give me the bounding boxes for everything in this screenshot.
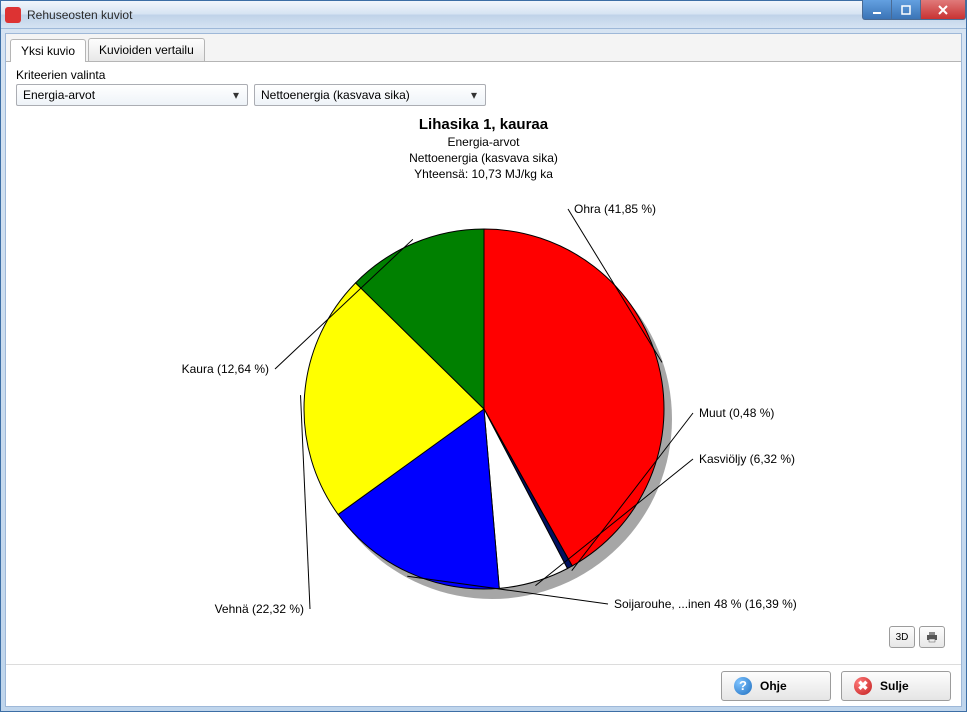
pie-label-kasvioljy: Kasviöljy (6,32 %)	[699, 452, 795, 466]
chart-sub1: Energia-arvot	[16, 135, 951, 149]
chart-area: Lihasika 1, kauraa Energia-arvot Nettoen…	[16, 110, 951, 654]
close-button[interactable]: ✖ Sulje	[841, 671, 951, 701]
cancel-icon: ✖	[854, 677, 872, 695]
maximize-button[interactable]	[891, 0, 921, 20]
page-single: Kriteerien valinta Energia-arvot ▾ Netto…	[6, 62, 961, 664]
tab-single[interactable]: Yksi kuvio	[10, 39, 86, 62]
chart-title: Lihasika 1, kauraa	[16, 116, 951, 133]
pie-label-vehna: Vehnä (22,32 %)	[214, 602, 303, 616]
combo-value: Energia-arvot	[23, 88, 95, 102]
chart-sub2: Nettoenergia (kasvava sika)	[16, 151, 951, 165]
titlebar: Rehuseosten kuviot	[1, 1, 966, 29]
close-icon	[937, 5, 949, 15]
button-label: Ohje	[760, 679, 787, 693]
pie-label-muut: Muut (0,48 %)	[699, 406, 774, 420]
app-icon	[5, 7, 21, 23]
tab-label: Yksi kuvio	[21, 44, 75, 58]
client-area: Yksi kuvio Kuvioiden vertailu Kriteerien…	[5, 33, 962, 707]
minimize-button[interactable]	[862, 0, 892, 20]
tab-label: Kuvioiden vertailu	[99, 43, 194, 57]
window-close-button[interactable]	[920, 0, 966, 20]
chevron-down-icon: ▾	[467, 88, 481, 102]
combo-value: Nettoenergia (kasvava sika)	[261, 88, 410, 102]
print-button[interactable]	[919, 626, 945, 648]
window-title: Rehuseosten kuviot	[27, 8, 132, 22]
pie-label-soija: Soijarouhe, ...inen 48 % (16,39 %)	[614, 597, 797, 611]
window: Rehuseosten kuviot Yksi kuvio Kuvioiden …	[0, 0, 967, 712]
pie-label-kaura: Kaura (12,64 %)	[181, 362, 268, 376]
help-icon: ?	[734, 677, 752, 695]
criteria-select-2[interactable]: Nettoenergia (kasvava sika) ▾	[254, 84, 486, 106]
minimize-icon	[872, 5, 882, 15]
pie-chart: Ohra (41,85 %) Muut (0,48 %) Kasviöljy (6,…	[74, 169, 894, 649]
tab-compare[interactable]: Kuvioiden vertailu	[88, 38, 205, 61]
printer-icon	[925, 631, 939, 643]
bottom-bar: ? Ohje ✖ Sulje	[6, 664, 961, 706]
chart-icon-buttons: 3D	[889, 626, 945, 648]
button-label: Sulje	[880, 679, 909, 693]
criteria-label: Kriteerien valinta	[16, 68, 951, 82]
tabbar: Yksi kuvio Kuvioiden vertailu	[6, 34, 961, 62]
window-buttons	[863, 0, 966, 20]
pie-label-ohra: Ohra (41,85 %)	[574, 202, 656, 216]
chevron-down-icon: ▾	[229, 88, 243, 102]
help-button[interactable]: ? Ohje	[721, 671, 831, 701]
3d-label: 3D	[896, 632, 909, 643]
maximize-icon	[901, 5, 911, 15]
3d-button[interactable]: 3D	[889, 626, 915, 648]
criteria-select-1[interactable]: Energia-arvot ▾	[16, 84, 248, 106]
criteria-selectors: Energia-arvot ▾ Nettoenergia (kasvava si…	[16, 84, 951, 106]
